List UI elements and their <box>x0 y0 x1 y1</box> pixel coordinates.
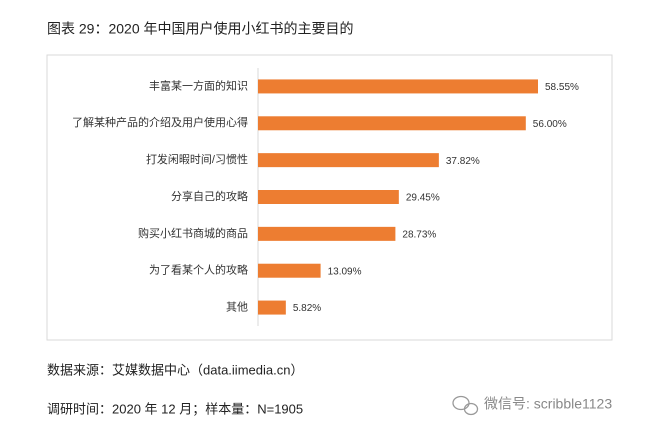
category-label: 打发闲暇时间/习惯性 <box>146 152 248 166</box>
category-label: 为了看某个人的攻略 <box>149 263 248 277</box>
value-label: 37.82% <box>446 156 480 167</box>
category-label: 丰富某一方面的知识 <box>149 78 248 92</box>
watermark-icon <box>452 395 479 416</box>
chart-frame <box>46 54 613 341</box>
value-label: 13.09% <box>328 266 362 277</box>
bar <box>258 153 439 168</box>
bar <box>258 263 321 278</box>
value-label: 58.55% <box>545 82 579 93</box>
value-label: 5.82% <box>293 303 321 314</box>
value-label: 56.00% <box>533 119 567 130</box>
chart-title: 图表 29：2020 年中国用户使用小红书的主要目的 <box>47 21 354 37</box>
bar <box>258 226 396 241</box>
value-label: 29.45% <box>406 193 440 204</box>
category-label: 其他 <box>226 300 248 313</box>
category-label: 了解某种产品的介绍及用户使用心得 <box>72 115 248 129</box>
category-label: 购买小红书商城的商品 <box>138 226 248 240</box>
watermark: 微信号: scribble1123 <box>484 396 612 412</box>
bar <box>258 300 286 315</box>
value-label: 28.73% <box>402 229 436 240</box>
bar <box>258 79 538 94</box>
bar <box>258 190 399 204</box>
category-label: 分享自己的攻略 <box>171 189 248 203</box>
source-note: 数据来源：艾媒数据中心（data.iimedia.cn） <box>47 362 303 377</box>
survey-note: 调研时间：2020 年 12 月；样本量：N=1905 <box>47 401 303 417</box>
bar <box>258 116 526 131</box>
